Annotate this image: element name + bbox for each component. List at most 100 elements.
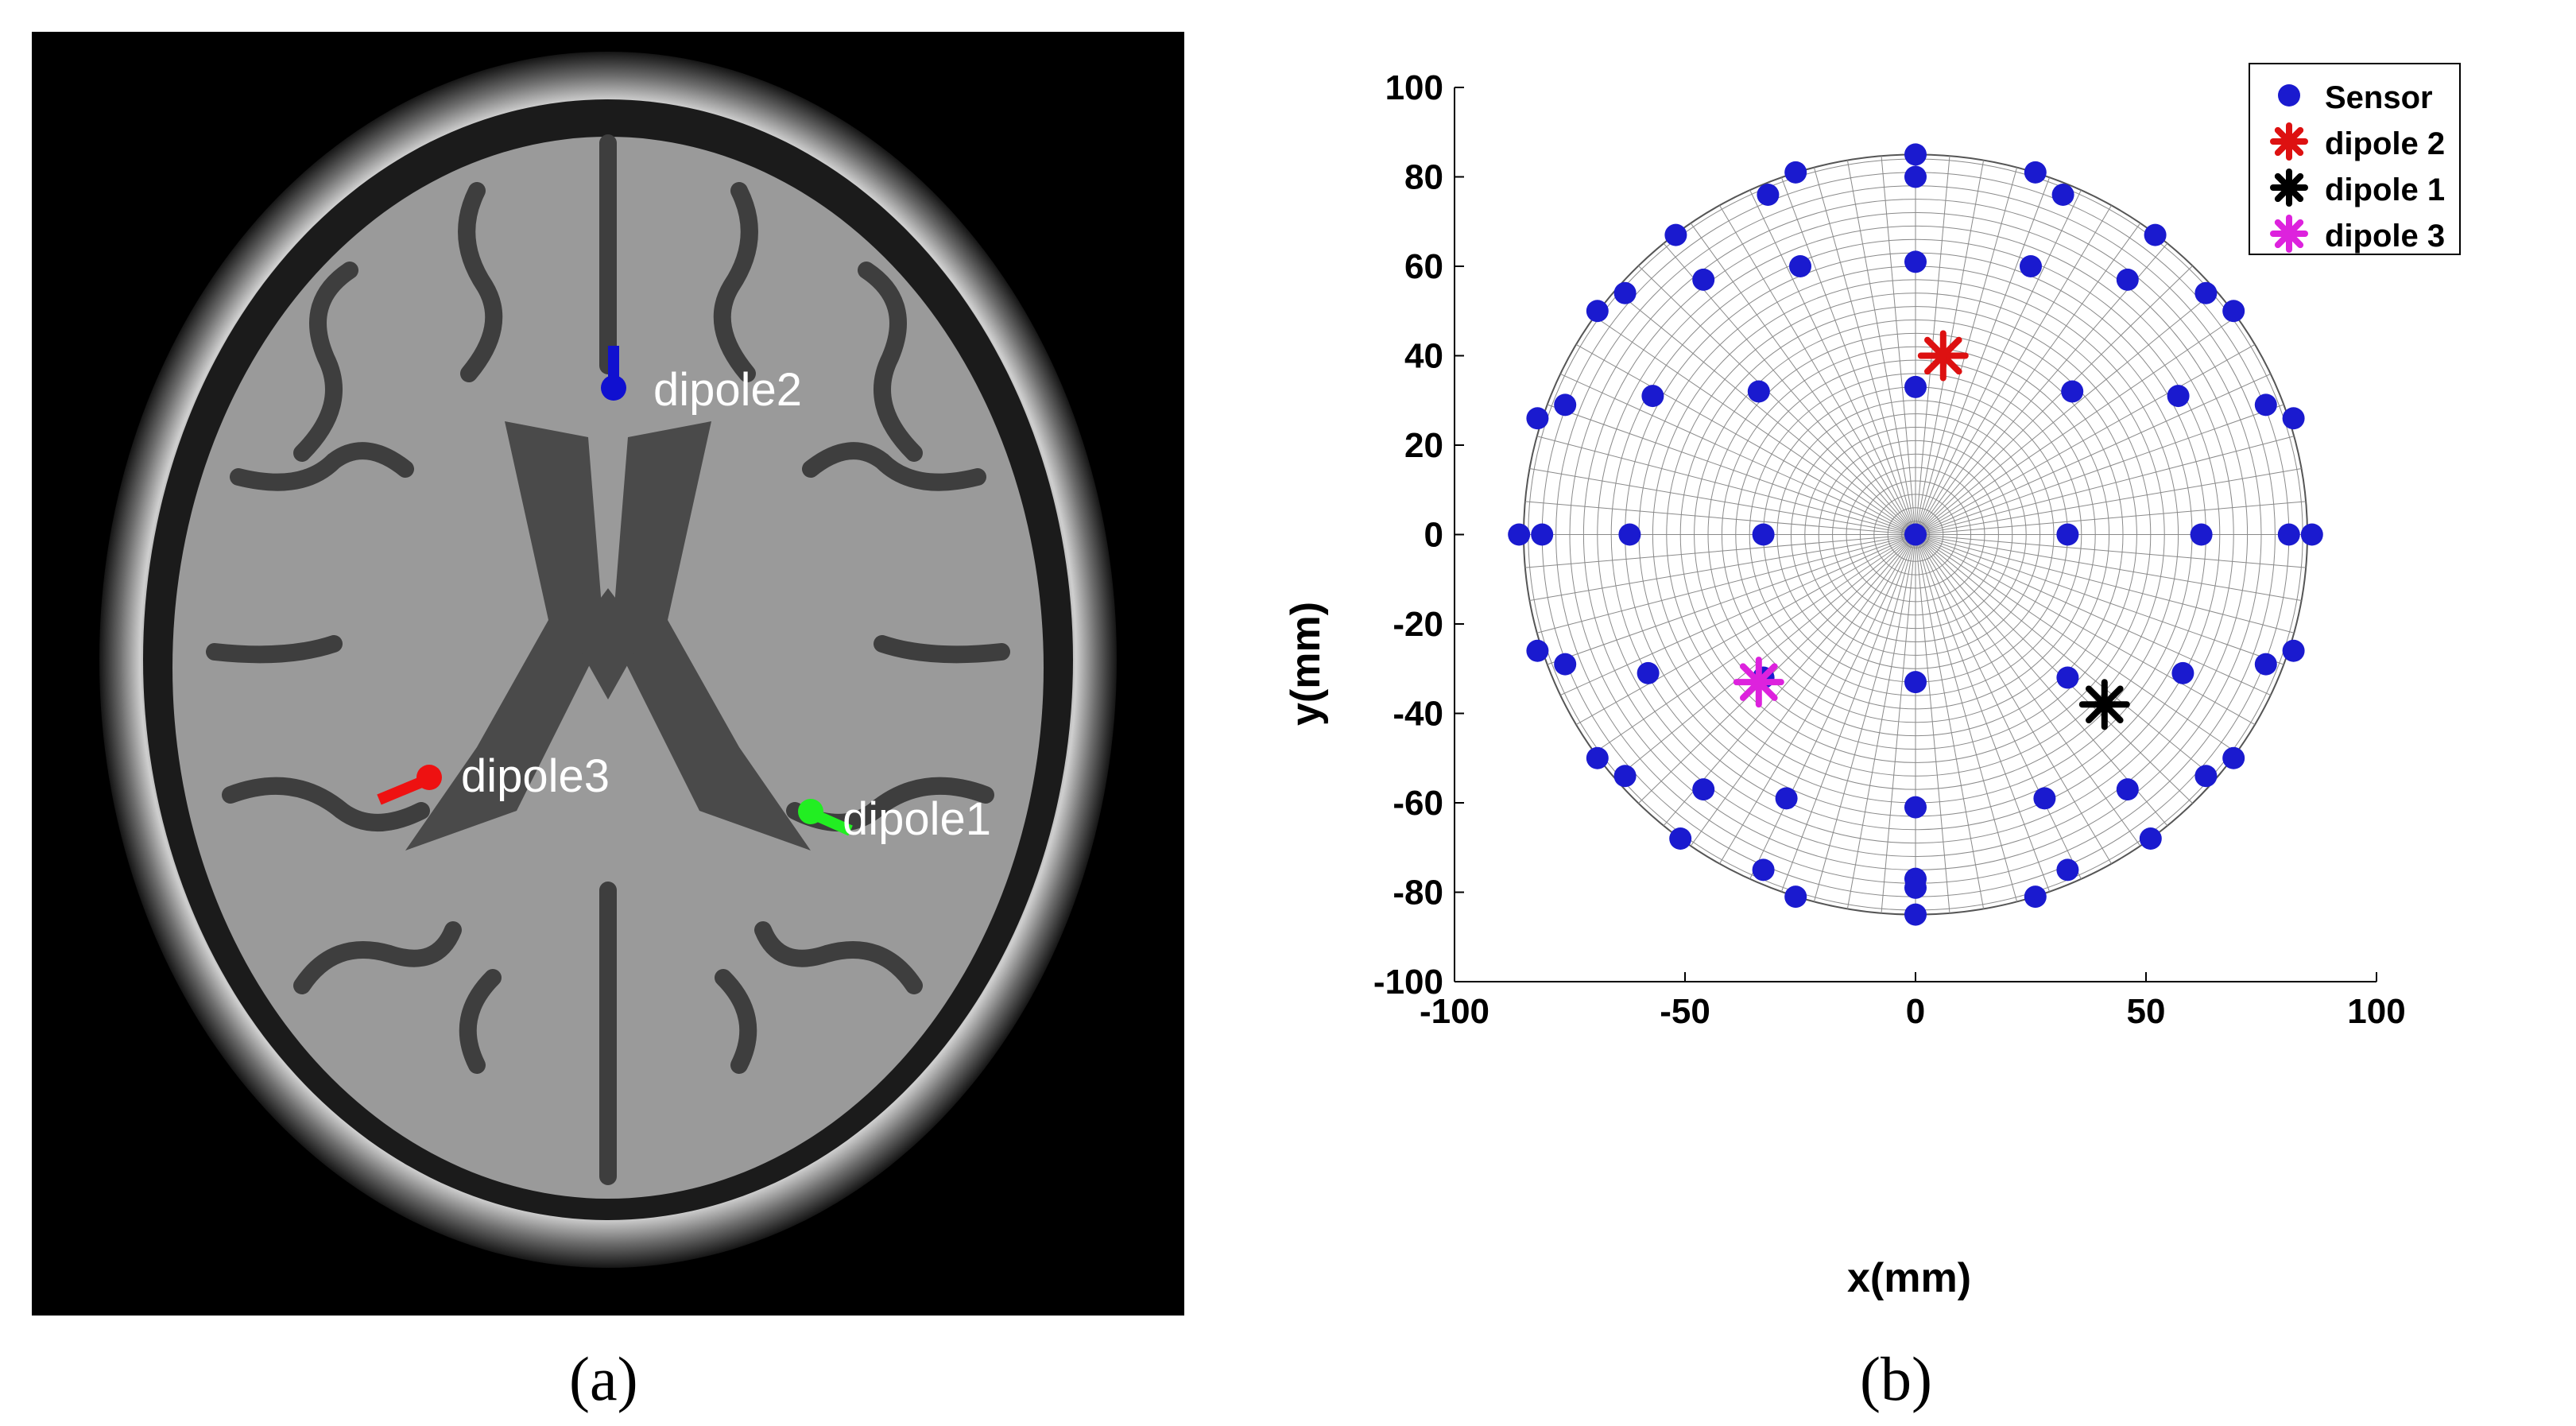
- sensor-point: [2056, 523, 2079, 546]
- plot-axes: -100 -50 0 50 100 -100 -80 -60 -40 -20 0 20 40 60 80 10…: [1373, 68, 2406, 1031]
- legend-dipole-1-symbol-stroke: [2274, 172, 2304, 203]
- mesh-spoke: [1915, 344, 2256, 535]
- data-marks: [1508, 143, 2323, 926]
- mesh-spoke: [1915, 289, 2216, 535]
- sensor-point: [2024, 161, 2047, 184]
- sensor-point: [1526, 639, 1549, 662]
- legend-sensor-label: Sensor: [2325, 80, 2433, 115]
- mesh-spoke: [1780, 534, 1916, 892]
- mesh-spoke: [1915, 404, 2284, 535]
- y-tick-label: -20: [1393, 605, 1443, 644]
- sensor-point: [2171, 661, 2194, 684]
- legend-dipole-2-symbol: [2270, 122, 2308, 161]
- sensor-point: [2194, 765, 2218, 788]
- legend-sensor-symbol: [2278, 84, 2300, 107]
- sensor-point: [1664, 223, 1687, 246]
- dipole-3-point: [1733, 657, 1784, 708]
- sensor-point: [1904, 796, 1927, 819]
- mesh-spoke: [1915, 534, 2018, 902]
- mesh-spoke: [1749, 534, 1916, 880]
- sensor-point: [2282, 407, 2305, 430]
- mesh-spoke: [1547, 404, 1916, 535]
- mesh-spoke: [1915, 265, 2193, 535]
- caption-a: (a): [569, 1344, 638, 1413]
- sensor-point: [1904, 903, 1927, 926]
- y-tick-label: -40: [1393, 695, 1443, 734]
- sensor-point: [2254, 653, 2277, 676]
- sensor-point: [2300, 523, 2323, 546]
- mesh-spoke: [1575, 534, 1916, 725]
- sensor-point: [2277, 523, 2300, 546]
- dipole-1-point: [2078, 679, 2130, 730]
- x-tick-label: 100: [2347, 992, 2405, 1031]
- mesh-spoke: [1915, 534, 1950, 913]
- mesh-spoke: [1915, 316, 2237, 535]
- mesh-spoke: [1529, 467, 1916, 535]
- mesh-spoke: [1749, 189, 1916, 535]
- sensor-point: [2051, 184, 2074, 206]
- y-axis-label: y(mm): [1283, 602, 1329, 726]
- mesh-spoke: [1559, 373, 1916, 535]
- mesh-spoke: [1690, 534, 1916, 847]
- sensor-point: [1586, 300, 1609, 323]
- mesh-spoke: [1915, 189, 2082, 535]
- legend-dipole-1-symbol: [2270, 169, 2308, 207]
- dipole1-label: dipole1: [843, 793, 991, 845]
- sensor-point: [1613, 281, 1637, 304]
- mesh-spoke: [1663, 534, 1916, 827]
- legend: Sensor dipole 2 dipole 1 dipole 3: [2249, 63, 2461, 255]
- sensor-point: [2056, 858, 2079, 882]
- sensor-point: [1637, 661, 1660, 684]
- mesh-spoke: [1915, 467, 2302, 535]
- sensor-point: [1747, 380, 1770, 403]
- mesh-spoke: [1615, 289, 1916, 535]
- x-tick-label: 50: [2127, 992, 2166, 1031]
- sensor-point: [2167, 385, 2190, 408]
- dipole2-label: dipole2: [653, 364, 802, 416]
- y-tick-label: 20: [1404, 426, 1443, 465]
- mesh-spoke: [1663, 242, 1916, 535]
- sensor-point: [1531, 523, 1554, 546]
- dipole-2-point-stroke: [1924, 336, 1962, 375]
- legend-dipole-1-label: dipole 1: [2325, 172, 2445, 207]
- x-tick-label: -100: [1420, 992, 1489, 1031]
- x-tick-label: -50: [1660, 992, 1710, 1031]
- y-tick-label: 40: [1404, 337, 1443, 376]
- dipole3-marker: [377, 765, 442, 805]
- mesh-spoke: [1915, 534, 2237, 754]
- mesh-spoke: [1915, 534, 2216, 780]
- mesh-spoke: [1915, 534, 2307, 568]
- dipole1-marker: [798, 799, 853, 836]
- mesh-spoke: [1915, 534, 2112, 864]
- sensor-point: [1904, 671, 1927, 694]
- x-axis-label: x(mm): [1847, 1255, 1971, 1301]
- mesh-spoke: [1529, 534, 1916, 602]
- y-tick-label: -60: [1393, 784, 1443, 823]
- sensor-point: [2061, 380, 2084, 403]
- sensor-point: [1669, 827, 1692, 850]
- mesh-spoke: [1719, 205, 1916, 535]
- y-tick-label: 80: [1404, 158, 1443, 197]
- sensor-point: [1692, 778, 1715, 801]
- sensor-point: [1904, 165, 1927, 188]
- sensor-point: [2194, 281, 2218, 304]
- caption-b: (b): [1860, 1344, 1932, 1413]
- mesh-spoke: [1719, 534, 1916, 864]
- sensor-point: [2056, 666, 2079, 689]
- mesh-spoke: [1915, 205, 2112, 535]
- sensor-point: [1904, 143, 1927, 166]
- mesh-spoke: [1547, 534, 1916, 665]
- y-tick-label: 0: [1424, 516, 1443, 555]
- dipole2-marker: [601, 346, 626, 401]
- sensor-point: [1775, 787, 1798, 810]
- ventricle-posterior: [572, 588, 644, 699]
- sensor-point: [2254, 393, 2277, 417]
- sensor-point: [2222, 300, 2245, 323]
- y-tick-label: -100: [1373, 963, 1443, 1002]
- sensor-point: [2222, 746, 2245, 769]
- mesh-spoke: [1915, 534, 2168, 827]
- mesh-spoke: [1915, 534, 2193, 804]
- mesh-spoke: [1536, 534, 1916, 634]
- sensor-point: [1752, 858, 1775, 882]
- legend-dipole-2-symbol-stroke: [2274, 126, 2304, 157]
